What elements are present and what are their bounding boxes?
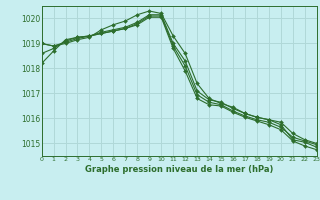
X-axis label: Graphe pression niveau de la mer (hPa): Graphe pression niveau de la mer (hPa) [85, 165, 273, 174]
